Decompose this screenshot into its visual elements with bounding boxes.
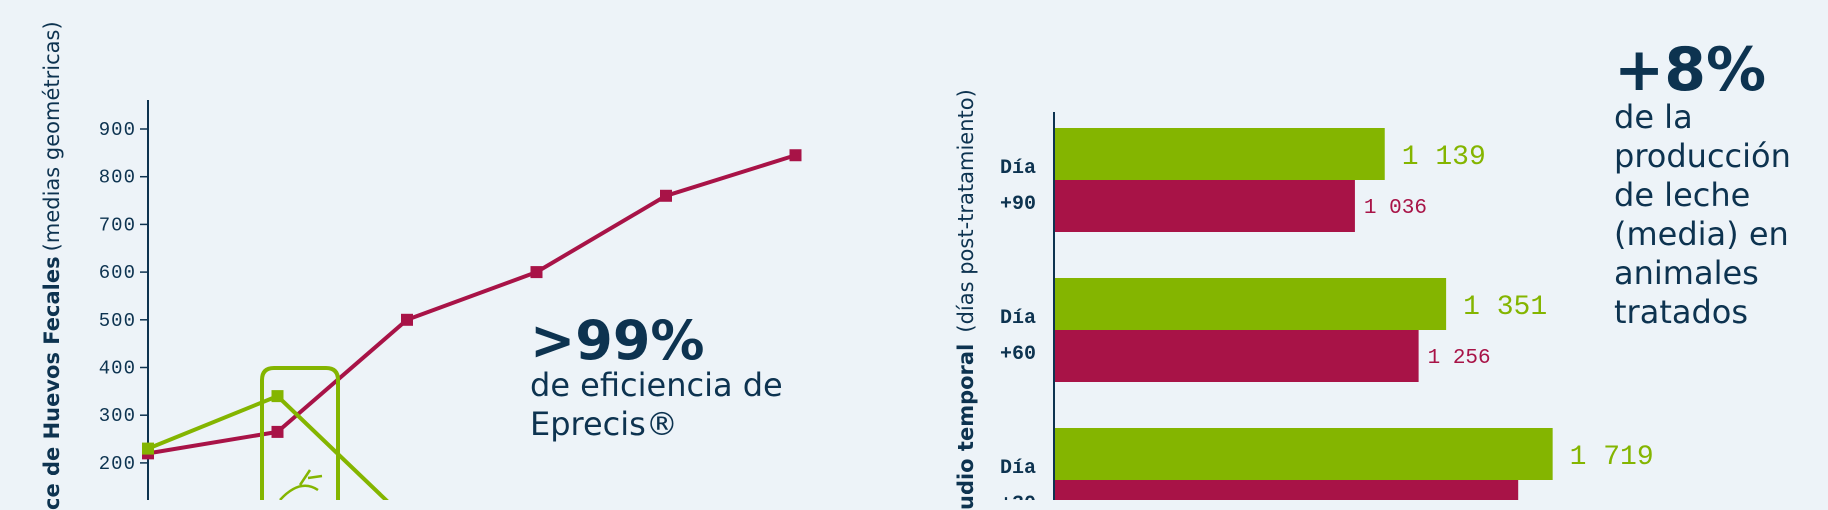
y-tick-label: 600 [99,262,136,284]
right-callout-line: de la [1614,98,1693,136]
right-bar-chart: 1 139 1 036 Día +90 1 351 1 256 Día +60 1 719 Día… [1000,112,1654,500]
category-label: Día [1000,307,1036,330]
left-callout-value: >99% [530,309,705,372]
left-callout-text-line2: Eprecis® [530,405,678,443]
bar [1055,330,1419,382]
bar [1055,480,1519,500]
data-point [789,149,802,162]
right-callout-line: animales [1614,254,1759,292]
y-tick-label: 300 [99,405,136,427]
category-label: +60 [1000,343,1036,366]
data-point [271,390,284,403]
category-label: Día [1000,157,1036,180]
data-point [660,189,672,202]
bar-value-label: 1 256 [1428,347,1491,370]
y-tick-label: 400 [99,358,136,380]
data-point [530,266,543,279]
data-point [142,442,154,455]
bar [1055,180,1355,232]
series-line [147,153,797,456]
bar [1055,278,1447,330]
right-callout-line: (media) en [1614,215,1789,253]
y-tick-label: 700 [99,214,136,236]
bar-value-label: 1 139 [1402,142,1486,173]
bar [1055,428,1553,480]
right-callout-line: tratados [1614,293,1749,331]
category-label: Día [1000,457,1036,480]
left-line-chart: 100200300400500600700800900 [99,100,802,500]
highlight-frame [260,366,340,500]
data-point [271,425,284,438]
left-y-axis-label: ce de Huevos Fecales (medias geométricas… [40,21,64,510]
right-callout-line: de leche [1614,176,1751,214]
category-label: +30 [1000,493,1036,500]
left-callout-text-line1: de eficiencia de [530,366,783,404]
bar-value-label: 1 719 [1570,442,1654,473]
mini-drawing-icon [279,469,323,500]
category-label: +90 [1000,193,1036,216]
bar [1055,128,1385,180]
bar-value-label: 1 351 [1463,292,1547,323]
right-callout-text: de la producción de leche (media) en ani… [1614,98,1791,332]
right-callout-value: +8% [1614,35,1767,105]
y-tick-label: 500 [99,310,136,332]
y-tick-label: 800 [99,167,136,189]
y-tick-label: 900 [99,119,136,141]
right-callout-line: producción [1614,137,1791,175]
bar-value-label: 1 036 [1364,197,1427,220]
data-point [401,313,413,326]
y-tick-label: 200 [99,453,136,475]
right-y-axis-label: udio temporal (días post-tratamiento) [954,89,978,510]
